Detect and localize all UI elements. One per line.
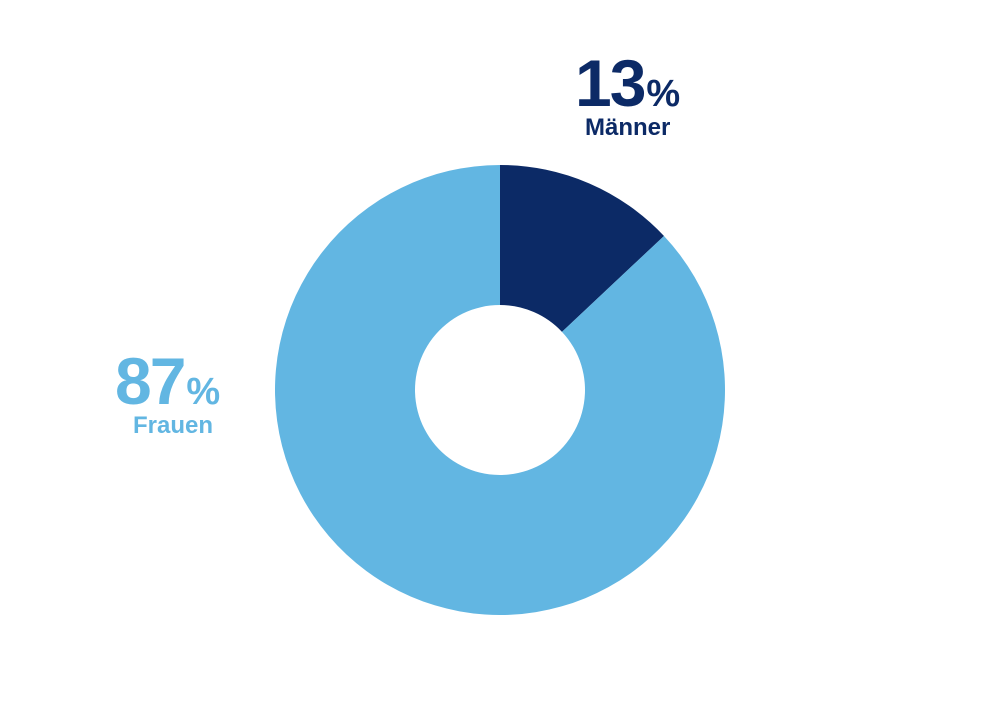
label-frauen-pct: %	[186, 371, 220, 413]
label-frauen: 87% Frauen	[115, 348, 220, 440]
label-maenner: 13% Männer	[575, 50, 680, 142]
label-frauen-text: Frauen	[133, 412, 220, 440]
donut-svg	[275, 165, 725, 615]
donut-chart: 13% Männer 87% Frauen	[0, 0, 1000, 727]
label-maenner-value: 13	[575, 46, 644, 120]
label-maenner-pct: %	[646, 73, 680, 115]
label-maenner-text: Männer	[585, 114, 680, 142]
label-frauen-value: 87	[115, 344, 184, 418]
